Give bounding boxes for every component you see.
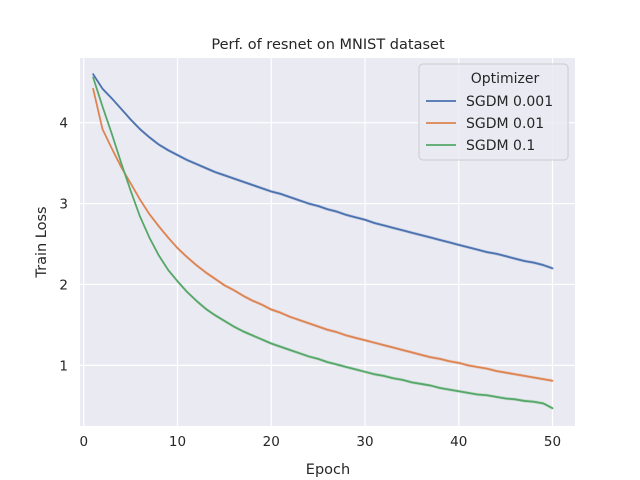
x-tick-label: 50 [544, 434, 561, 450]
y-tick-label: 4 [59, 116, 68, 132]
x-tick-label: 10 [169, 434, 186, 450]
y-tick-label: 2 [59, 277, 68, 293]
series-line-3 [92, 76, 554, 410]
legend-label: SGDM 0.1 [466, 138, 535, 154]
series-line-1 [92, 73, 554, 270]
legend-label: SGDM 0.001 [466, 94, 553, 110]
tick-labels: 0 10 20 30 40 50 1 2 3 4 [59, 116, 561, 450]
y-tick-label: 3 [59, 197, 68, 213]
legend: Optimizer SGDM 0.001 SGDM 0.01 SGDM 0.1 [418, 63, 569, 161]
x-tick-label: 0 [79, 434, 88, 450]
x-tick-label: 30 [356, 434, 373, 450]
chart-title: Perf. of resnet on MNIST dataset [211, 37, 445, 53]
y-tick-label: 1 [59, 358, 68, 374]
legend-items: SGDM 0.001 SGDM 0.01 SGDM 0.1 [426, 94, 553, 154]
legend-label: SGDM 0.01 [466, 116, 544, 132]
x-axis-label: Epoch [306, 462, 350, 478]
y-axis-label: Train Loss [34, 206, 50, 278]
series-line-2 [92, 87, 554, 382]
series-lines [92, 72, 554, 410]
x-tick-label: 20 [263, 434, 280, 450]
legend-frame [418, 63, 569, 161]
legend-title: Optimizer [471, 71, 540, 87]
x-tick-label: 40 [450, 434, 467, 450]
